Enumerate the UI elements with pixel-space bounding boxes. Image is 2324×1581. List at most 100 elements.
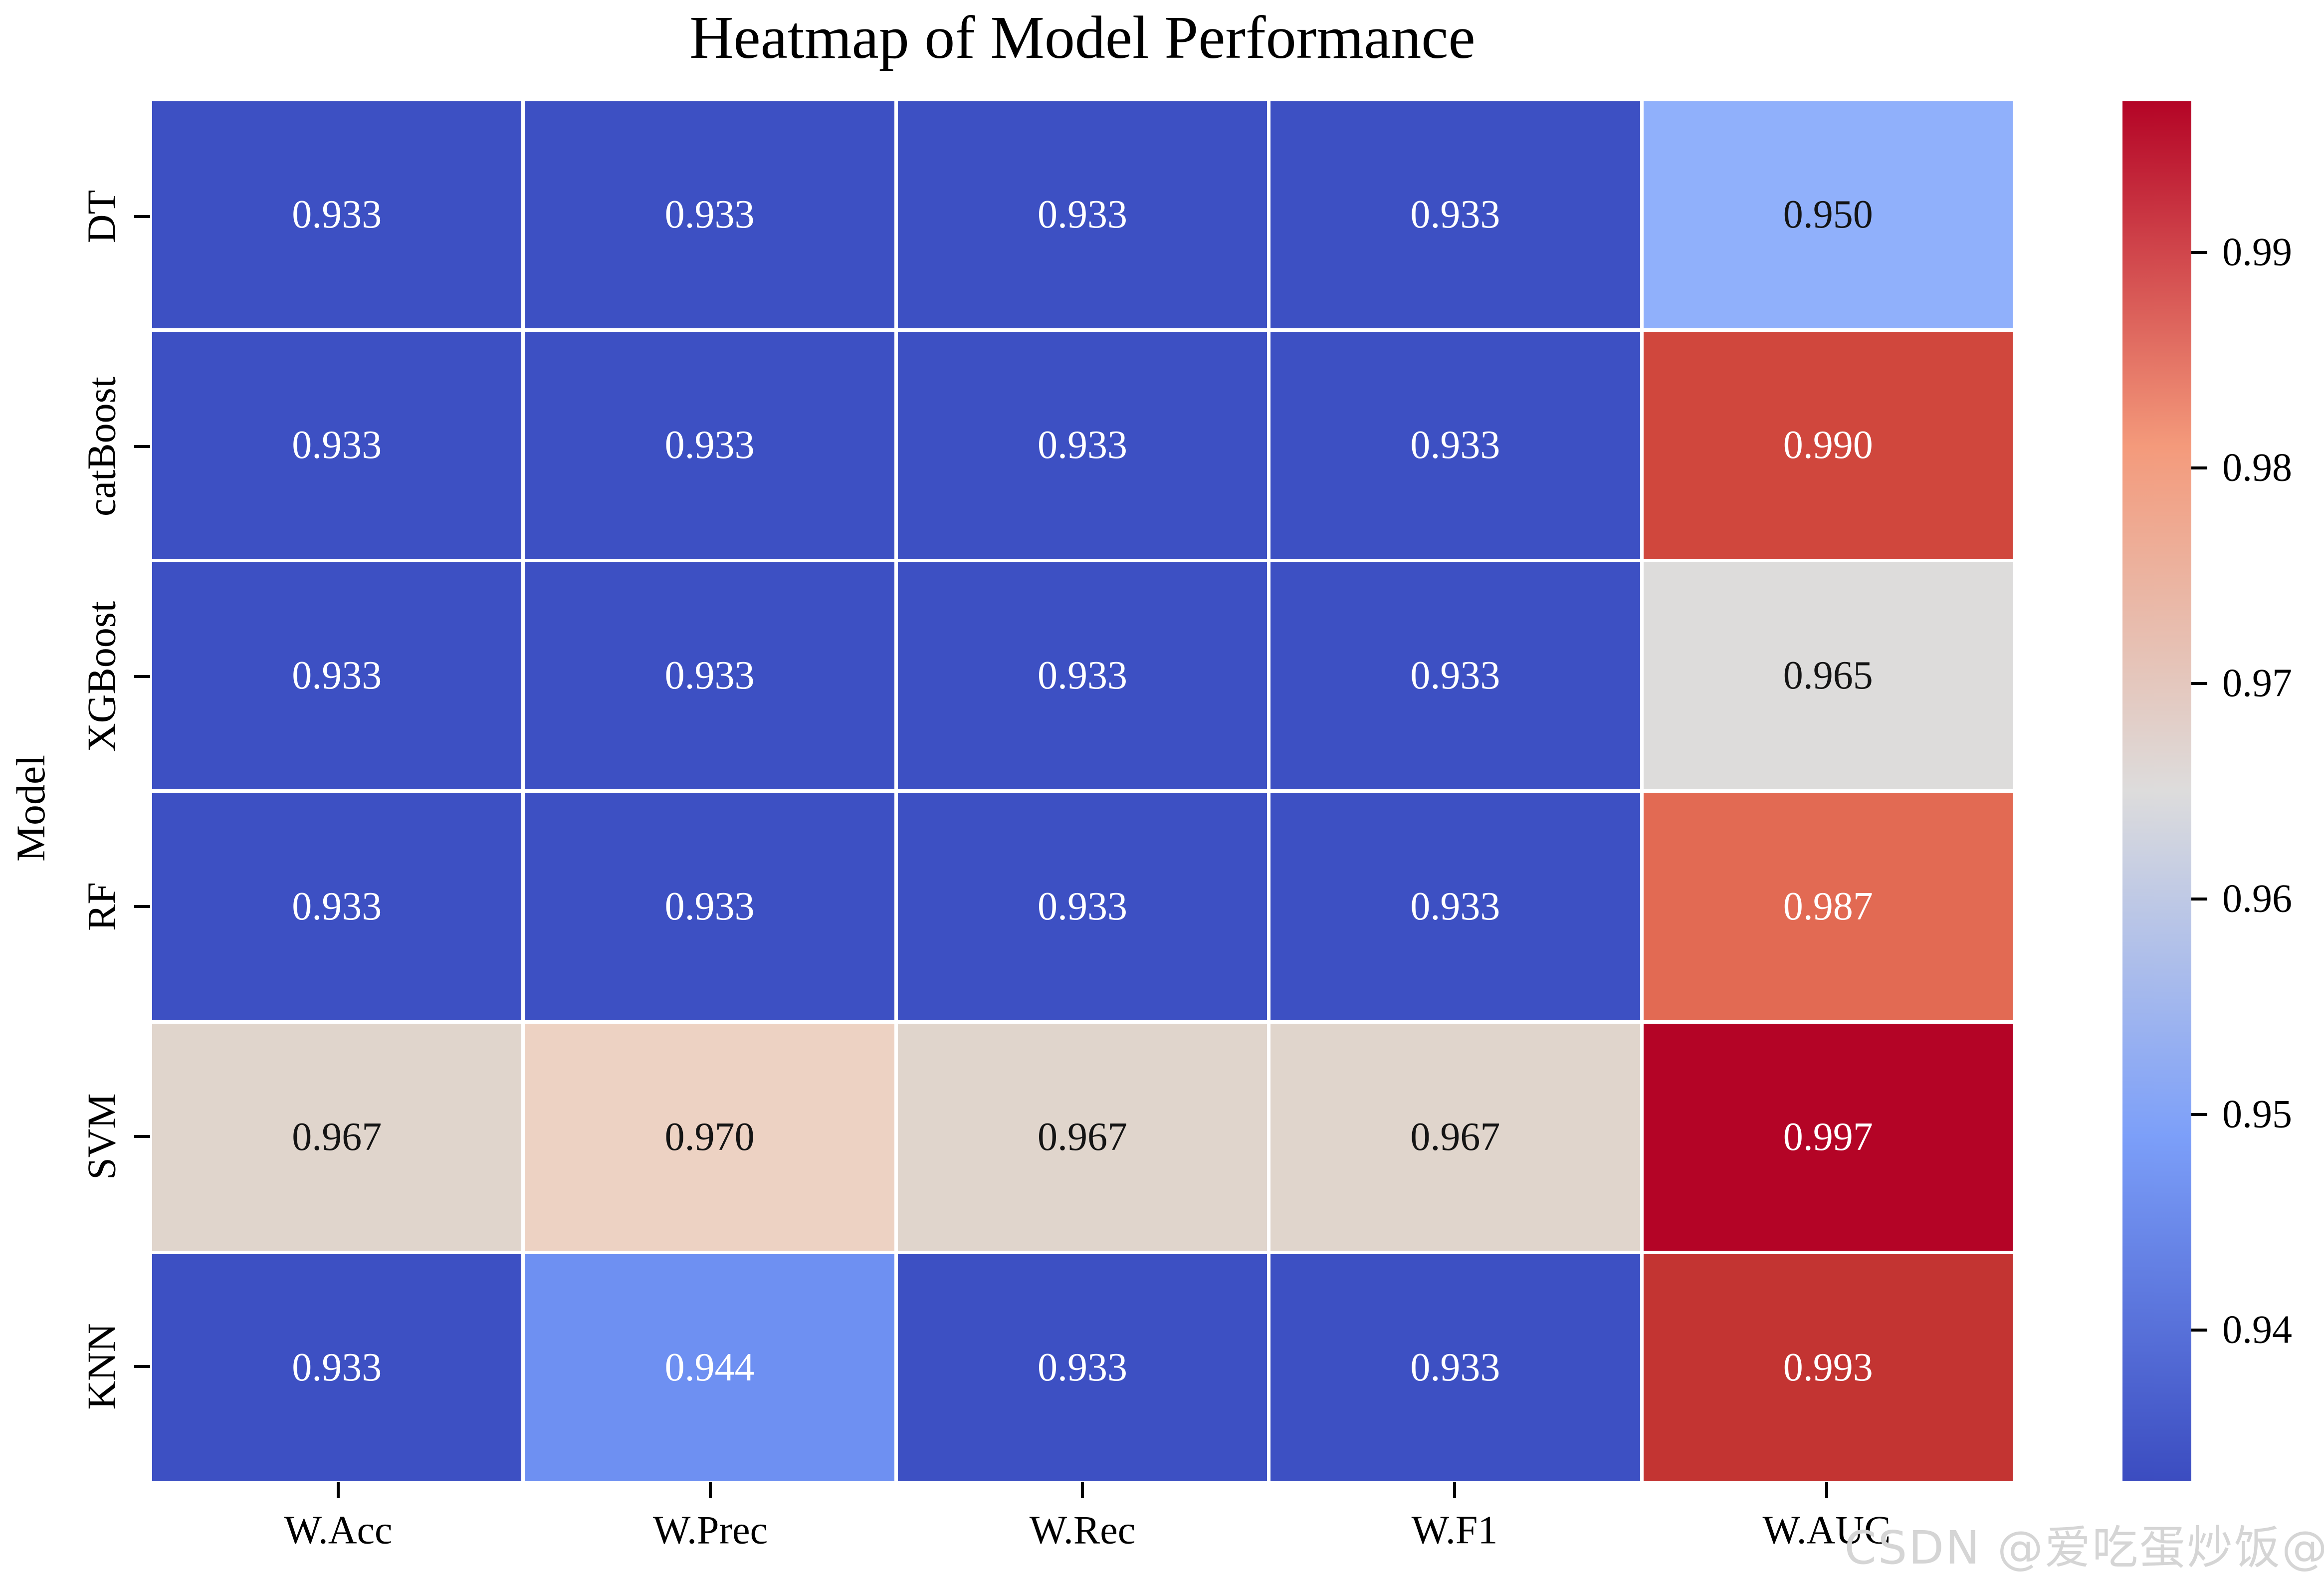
heatmap-cell: 0.967: [897, 1023, 1268, 1251]
colorbar: [2122, 101, 2191, 1481]
heatmap-cell: 0.993: [1643, 1254, 2013, 1481]
colorbar-tick: [2191, 1329, 2207, 1332]
heatmap-cell: 0.933: [152, 332, 522, 559]
heatmap-cell: 0.933: [897, 1254, 1268, 1481]
heatmap-cell: 0.967: [1270, 1023, 1640, 1251]
heatmap-cell: 0.933: [1270, 1254, 1640, 1481]
row-label: RF: [80, 882, 124, 931]
heatmap-cell: 0.944: [525, 1254, 894, 1481]
cell-value: 0.967: [1037, 1115, 1127, 1159]
cell-value: 0.990: [1783, 423, 1873, 467]
colorbar-tick-label: 0.95: [2222, 1092, 2292, 1136]
y-tick: [134, 675, 150, 678]
cell-value: 0.933: [1410, 1345, 1500, 1389]
heatmap-cell: 0.967: [152, 1023, 522, 1251]
heatmap-cell: 0.933: [525, 332, 894, 559]
cell-value: 0.933: [292, 1345, 382, 1389]
cell-value: 0.933: [664, 193, 755, 237]
heatmap-cell: 0.933: [1270, 562, 1640, 790]
heatmap-cell: 0.970: [525, 1023, 894, 1251]
cell-value: 0.933: [1410, 884, 1500, 928]
cell-value: 0.965: [1783, 654, 1873, 698]
col-label: W.F1: [1411, 1508, 1498, 1553]
col-label: W.Prec: [652, 1508, 768, 1553]
y-tick: [134, 1364, 150, 1368]
heatmap-cell: 0.933: [1270, 793, 1640, 1020]
colorbar-tick: [2191, 898, 2207, 901]
col-label: W.Rec: [1029, 1508, 1136, 1553]
colorbar-tick: [2191, 1113, 2207, 1117]
col-label: W.AUC: [1762, 1508, 1891, 1553]
colorbar-tick-label: 0.94: [2222, 1308, 2292, 1352]
heatmap-cell: 0.933: [897, 101, 1268, 329]
heatmap-cell: 0.933: [525, 101, 894, 329]
cell-value: 0.933: [664, 654, 755, 698]
x-tick: [709, 1482, 712, 1498]
heatmap-cell: 0.933: [1270, 101, 1640, 329]
cell-value: 0.933: [292, 193, 382, 237]
heatmap-cell: 0.933: [1270, 332, 1640, 559]
cell-value: 0.967: [1410, 1115, 1500, 1159]
y-tick: [134, 445, 150, 448]
cell-value: 0.933: [1037, 1345, 1127, 1389]
heatmap-cell: 0.933: [152, 793, 522, 1020]
row-label: DT: [80, 190, 124, 243]
x-tick: [1081, 1482, 1084, 1498]
cell-value: 0.933: [1410, 193, 1500, 237]
row-label: XGBoost: [80, 601, 124, 752]
cell-value: 0.997: [1783, 1115, 1873, 1159]
cell-value: 0.933: [292, 884, 382, 928]
row-label: KNN: [80, 1323, 124, 1410]
watermark: CSDN @爱吃蛋炒饭@: [1844, 1521, 2324, 1575]
row-label: catBoost: [80, 376, 124, 516]
colorbar-tick: [2191, 681, 2207, 685]
cell-value: 0.987: [1783, 884, 1873, 928]
cell-value: 0.933: [1037, 193, 1127, 237]
cell-value: 0.933: [664, 884, 755, 928]
colorbar-tick: [2191, 466, 2207, 469]
cell-value: 0.950: [1783, 193, 1873, 237]
x-tick: [337, 1482, 340, 1498]
colorbar-tick-label: 0.97: [2222, 661, 2292, 705]
heatmap-cell: 0.997: [1643, 1023, 2013, 1251]
x-tick: [1453, 1482, 1456, 1498]
colorbar-tick: [2191, 250, 2207, 254]
heatmap-cell: 0.933: [525, 562, 894, 790]
heatmap-cell: 0.933: [897, 562, 1268, 790]
cell-value: 0.933: [1410, 654, 1500, 698]
y-tick: [134, 1134, 150, 1138]
heatmap-cell: 0.990: [1643, 332, 2013, 559]
colorbar-tick-label: 0.96: [2222, 877, 2292, 921]
cell-value: 0.970: [664, 1115, 755, 1159]
cell-value: 0.933: [1037, 884, 1127, 928]
chart-title: Heatmap of Model Performance: [689, 4, 1476, 71]
colorbar-tick-label: 0.99: [2222, 230, 2292, 274]
cell-value: 0.967: [292, 1115, 382, 1159]
y-tick: [134, 904, 150, 908]
heatmap-cell: 0.965: [1643, 562, 2013, 790]
cell-value: 0.944: [664, 1345, 755, 1389]
colorbar-tick-label: 0.98: [2222, 446, 2292, 490]
heatmap-cell: 0.950: [1643, 101, 2013, 329]
row-label: SVM: [80, 1093, 124, 1180]
y-axis-title: Model: [8, 754, 53, 862]
heatmap-cell: 0.933: [152, 1254, 522, 1481]
cell-value: 0.933: [1037, 654, 1127, 698]
heatmap-cell: 0.933: [897, 332, 1268, 559]
heatmap-cell: 0.933: [525, 793, 894, 1020]
cell-value: 0.933: [292, 654, 382, 698]
heatmap-cell: 0.987: [1643, 793, 2013, 1020]
heatmap-cell: 0.933: [152, 101, 522, 329]
cell-value: 0.933: [1037, 423, 1127, 467]
cell-value: 0.993: [1783, 1345, 1873, 1389]
col-label: W.Acc: [284, 1508, 393, 1553]
heatmap-cell: 0.933: [152, 562, 522, 790]
y-tick: [134, 215, 150, 218]
heatmap-grid: 0.933 0.933 0.933 0.933 0.950 0.933 0.933 0.933…: [152, 101, 2013, 1481]
cell-value: 0.933: [1410, 423, 1500, 467]
cell-value: 0.933: [664, 423, 755, 467]
heatmap-cell: 0.933: [897, 793, 1268, 1020]
x-tick: [1825, 1482, 1828, 1498]
cell-value: 0.933: [292, 423, 382, 467]
